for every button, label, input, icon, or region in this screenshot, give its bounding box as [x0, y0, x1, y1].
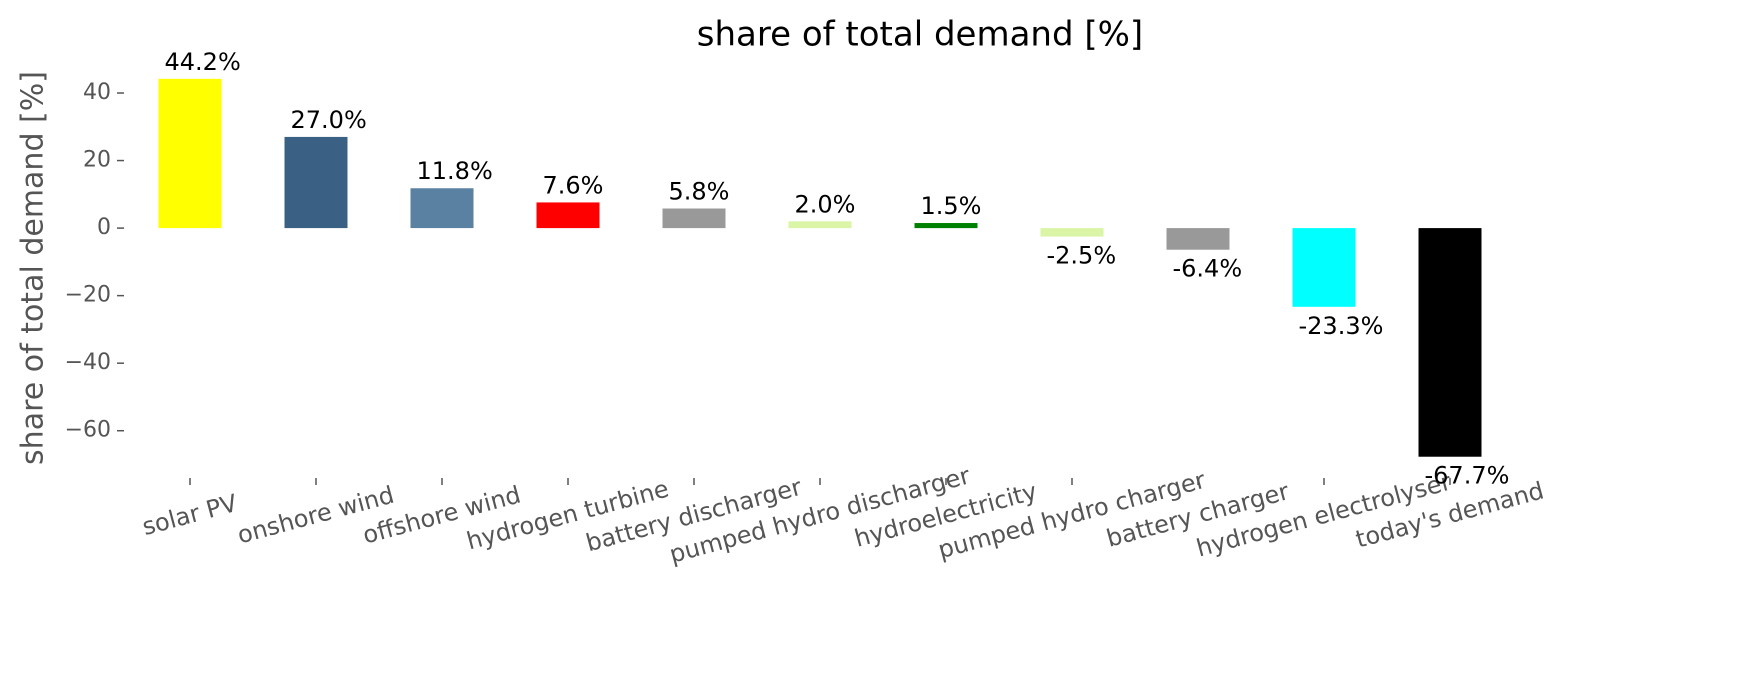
- value-label: -6.4%: [1173, 255, 1243, 283]
- y-tick-label: −20: [65, 283, 111, 308]
- y-tick-label: 20: [83, 148, 111, 173]
- value-label: 27.0%: [291, 106, 367, 134]
- bar: [1040, 228, 1104, 237]
- bar: [536, 202, 600, 229]
- value-label: 1.5%: [921, 192, 982, 220]
- bar: [788, 221, 852, 229]
- value-label: -67.7%: [1425, 462, 1510, 490]
- bar: [1292, 228, 1356, 307]
- value-label: 5.8%: [669, 178, 730, 206]
- bar: [410, 188, 474, 229]
- bar: [1166, 228, 1230, 250]
- y-tick-label: −60: [65, 418, 111, 443]
- bar: [158, 78, 222, 229]
- bar: [1418, 228, 1482, 457]
- y-tick-label: 0: [97, 215, 111, 240]
- y-tick-label: −40: [65, 350, 111, 375]
- y-axis-label: share of total demand [%]: [16, 71, 51, 465]
- value-label: -2.5%: [1047, 242, 1117, 270]
- value-label: 7.6%: [543, 171, 604, 199]
- bar: [284, 136, 348, 229]
- bar: [662, 208, 726, 229]
- bar: [914, 223, 978, 229]
- value-label: 11.8%: [417, 157, 493, 185]
- value-label: 44.2%: [165, 48, 241, 76]
- x-tick-label: solar PV: [139, 489, 240, 541]
- y-tick-label: 40: [83, 80, 111, 105]
- chart-title: share of total demand [%]: [697, 15, 1143, 55]
- value-label: 2.0%: [795, 190, 856, 218]
- value-label: -23.3%: [1299, 312, 1384, 340]
